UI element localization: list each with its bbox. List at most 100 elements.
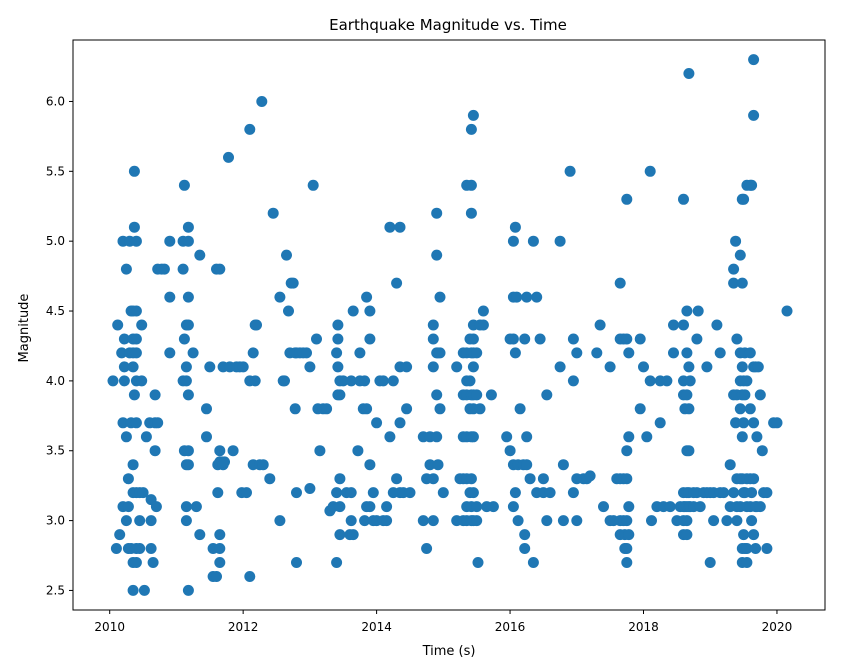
- data-point-320: [554, 361, 566, 373]
- data-point-98: [212, 487, 224, 499]
- data-point-264: [467, 109, 479, 121]
- data-point-335: [598, 501, 609, 513]
- data-point-462: [741, 557, 753, 568]
- data-point-26: [127, 459, 139, 471]
- data-point-453: [738, 529, 750, 541]
- data-point-388: [681, 305, 693, 317]
- data-point-57: [149, 445, 161, 457]
- data-point-204: [391, 473, 403, 485]
- data-point-43: [134, 543, 146, 554]
- data-point-87: [190, 501, 202, 513]
- data-point-379: [678, 319, 689, 331]
- data-point-154: [321, 403, 333, 415]
- data-point-451: [738, 417, 750, 429]
- data-point-263: [465, 123, 477, 135]
- data-point-138: [287, 277, 299, 289]
- data-point-286: [501, 431, 513, 443]
- data-point-233: [434, 403, 446, 415]
- data-point-372: [661, 375, 673, 387]
- y-tick-label-3: 4.0: [46, 374, 65, 388]
- data-point-146: [301, 347, 312, 359]
- data-point-64: [164, 291, 176, 303]
- data-point-157: [331, 347, 343, 359]
- data-point-318: [544, 487, 556, 499]
- data-point-484: [754, 389, 766, 401]
- chart-title: Earthquake Magnitude vs. Time: [329, 16, 567, 34]
- data-point-35: [130, 333, 142, 345]
- data-point-409: [694, 501, 706, 513]
- data-point-402: [684, 375, 696, 387]
- data-point-308: [524, 473, 536, 485]
- data-point-374: [668, 319, 679, 331]
- data-point-363: [638, 361, 649, 373]
- data-point-352: [621, 445, 633, 457]
- data-point-324: [567, 333, 579, 345]
- data-point-32: [128, 389, 140, 401]
- data-point-365: [644, 165, 656, 177]
- data-point-321: [557, 459, 569, 471]
- data-point-300: [514, 403, 526, 415]
- y-tick-label-4: 4.5: [46, 304, 65, 318]
- data-point-84: [182, 459, 194, 471]
- y-axis: 2.5 3.0 3.5 4.0 4.5 5.0 5.5 6.0: [46, 94, 73, 597]
- data-point-52: [145, 515, 157, 527]
- data-point-434: [731, 515, 743, 527]
- data-point-181: [359, 375, 371, 387]
- data-point-488: [761, 487, 773, 499]
- x-tick-label-3: 2016: [495, 620, 526, 634]
- data-point-333: [591, 347, 603, 359]
- data-point-60: [152, 417, 164, 429]
- data-point-492: [781, 305, 793, 317]
- data-point-133: [279, 375, 290, 387]
- data-point-465: [744, 347, 756, 359]
- data-point-167: [334, 501, 346, 513]
- data-point-13: [120, 515, 132, 527]
- data-point-123: [249, 375, 261, 387]
- data-point-390: [681, 389, 693, 401]
- data-point-355: [621, 543, 633, 554]
- data-point-398: [683, 403, 695, 415]
- data-point-149: [307, 179, 319, 191]
- x-tick-label-2: 2014: [361, 620, 392, 634]
- data-point-96: [211, 571, 222, 582]
- data-point-175: [347, 529, 359, 541]
- data-point-428: [730, 235, 742, 247]
- data-point-271: [467, 431, 479, 443]
- data-point-172: [345, 375, 357, 387]
- data-point-162: [332, 361, 344, 373]
- data-point-53: [145, 543, 157, 554]
- data-point-225: [431, 249, 443, 261]
- plot-frame: [72, 39, 826, 611]
- data-point-227: [431, 389, 443, 401]
- data-point-471: [746, 487, 758, 499]
- y-tick-label-5: 5.0: [46, 234, 65, 248]
- data-point-91: [201, 431, 212, 443]
- data-point-70: [178, 333, 190, 345]
- data-point-160: [332, 319, 344, 331]
- data-point-8: [118, 333, 130, 345]
- x-tick-label-5: 2020: [762, 620, 793, 634]
- data-point-295: [509, 347, 521, 359]
- data-point-200: [384, 431, 396, 443]
- data-point-408: [692, 305, 704, 317]
- y-tick-label-7: 6.0: [46, 94, 65, 108]
- data-point-100: [214, 445, 226, 457]
- data-point-168: [334, 529, 346, 541]
- y-axis-title: Magnitude: [17, 294, 32, 363]
- data-point-176: [347, 305, 359, 317]
- data-point-102: [214, 529, 226, 541]
- data-point-166: [334, 473, 346, 485]
- data-point-445: [736, 431, 748, 443]
- data-point-279: [474, 403, 486, 415]
- data-point-189: [364, 501, 376, 513]
- data-point-489: [761, 543, 773, 554]
- data-point-16: [122, 501, 134, 513]
- data-point-303: [519, 529, 531, 541]
- data-point-88: [194, 249, 206, 261]
- data-point-315: [537, 473, 549, 485]
- data-point-396: [683, 68, 695, 79]
- data-point-317: [541, 515, 553, 527]
- data-point-38: [130, 417, 142, 429]
- data-point-221: [427, 361, 439, 373]
- data-point-85: [182, 584, 194, 596]
